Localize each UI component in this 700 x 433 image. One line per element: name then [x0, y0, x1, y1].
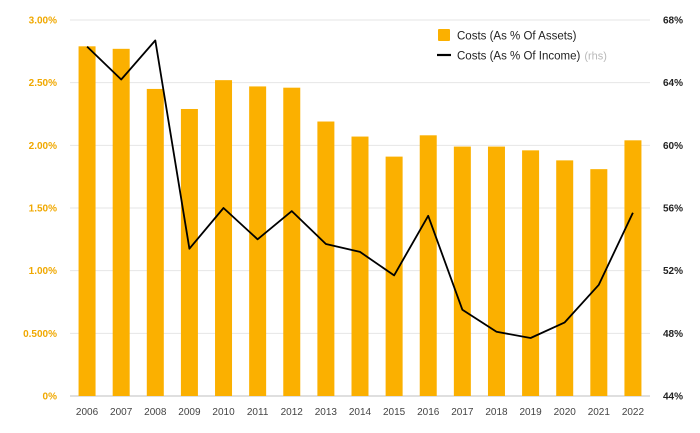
bar-2008 — [146, 88, 164, 396]
bar-2019 — [522, 150, 540, 396]
bar-2017 — [453, 146, 471, 396]
left-tick-label: 2.00% — [29, 141, 57, 152]
x-tick-label: 2020 — [554, 407, 577, 418]
x-tick-label: 2009 — [178, 407, 201, 418]
legend-label-bar: Costs (As % Of Assets) — [457, 31, 577, 43]
left-tick-label: 2.50% — [29, 78, 57, 89]
right-tick-label: 52% — [663, 266, 683, 277]
right-axis: 44% 48% 52% 56% 60% 64% 68% — [663, 16, 683, 403]
x-tick-label: 2006 — [76, 407, 99, 418]
legend-swatch-bar — [438, 29, 450, 41]
bar-2010 — [215, 80, 233, 396]
bar-2022 — [624, 140, 642, 396]
left-axis: 0% 0.500% 1.00% 1.50% 2.00% 2.50% 3.00% — [23, 16, 57, 403]
bar-2011 — [249, 86, 267, 396]
x-tick-label: 2014 — [349, 407, 372, 418]
x-tick-label: 2019 — [519, 407, 542, 418]
right-tick-label: 48% — [663, 329, 683, 340]
left-tick-label: 0% — [43, 392, 58, 403]
bar-2016 — [419, 135, 437, 396]
x-tick-label: 2015 — [383, 407, 406, 418]
right-tick-label: 68% — [663, 16, 683, 27]
right-tick-label: 44% — [663, 392, 683, 403]
bar-2020 — [556, 160, 574, 396]
bar-2015 — [385, 156, 403, 396]
legend-label-line-text: Costs (As % Of Income) — [457, 51, 581, 63]
x-tick-label: 2018 — [485, 407, 508, 418]
x-tick-label: 2022 — [622, 407, 645, 418]
left-tick-label: 0.500% — [23, 329, 57, 340]
right-tick-label: 56% — [663, 204, 683, 215]
x-tick-label: 2008 — [144, 407, 167, 418]
bar-2006 — [78, 46, 96, 396]
x-tick-label: 2017 — [451, 407, 474, 418]
x-tick-label: 2010 — [212, 407, 235, 418]
bar-series — [78, 46, 642, 397]
bar-2018 — [487, 146, 505, 396]
line-series — [86, 39, 634, 339]
x-tick-label: 2007 — [110, 407, 133, 418]
legend-label-line: Costs (As % Of Income) (rhs) — [457, 51, 607, 63]
x-tick-label: 2021 — [588, 407, 611, 418]
line-costs-income — [86, 39, 634, 339]
bar-2009 — [180, 108, 198, 396]
left-tick-label: 3.00% — [29, 16, 57, 27]
right-tick-label: 60% — [663, 141, 683, 152]
right-tick-label: 64% — [663, 78, 683, 89]
legend-label-rhs: (rhs) — [584, 51, 607, 63]
bar-2013 — [317, 121, 335, 397]
bar-2014 — [351, 136, 369, 396]
bar-2012 — [283, 87, 301, 397]
x-tick-label: 2012 — [281, 407, 304, 418]
left-tick-label: 1.50% — [29, 204, 57, 215]
left-tick-label: 1.00% — [29, 266, 57, 277]
x-tick-label: 2016 — [417, 407, 440, 418]
x-axis: 2006 2007 2008 2009 2010 2011 2012 2013 2014 2015… — [76, 407, 645, 418]
legend: Costs (As % Of Assets) Costs (As % Of In… — [437, 29, 607, 63]
x-tick-label: 2011 — [247, 407, 269, 418]
bar-2021 — [590, 169, 608, 396]
x-tick-label: 2013 — [315, 407, 338, 418]
bar-2007 — [112, 48, 130, 397]
